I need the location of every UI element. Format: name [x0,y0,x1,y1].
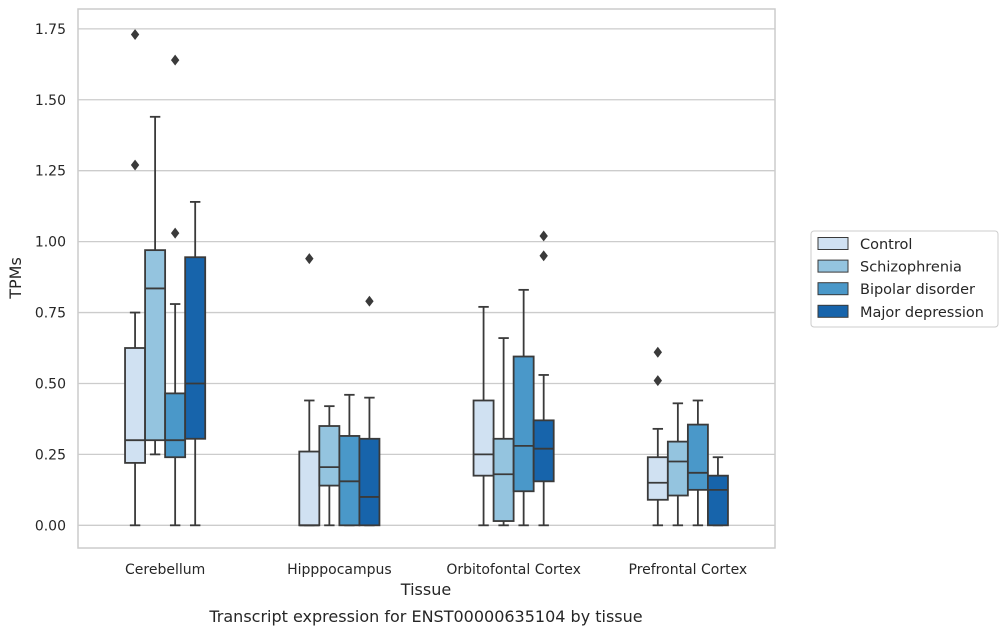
outlier-point [539,250,548,262]
outlier-point [365,295,374,307]
outlier-point [130,29,140,40]
outlier-point [170,54,180,66]
box-group [298,253,381,527]
y-tick-label: 1.75 [35,22,66,38]
box [707,474,729,527]
outlier-point [653,346,663,358]
outlier-point [539,230,548,242]
legend: Control Schizophrenia Bipolar disorder Majo… [810,230,999,328]
box [472,399,495,477]
box [164,392,187,459]
box [686,423,709,491]
x-tick-label: Cerebellum [125,562,205,578]
box-group [472,230,555,527]
outlier-point [305,253,314,265]
box-groups [124,29,729,527]
legend-swatch [817,259,849,273]
x-tick-labels: Cerebellum Hipppocampus Orbitofontal Corte… [125,562,747,578]
box [298,450,321,527]
legend-label: Control [860,237,912,253]
legend-label: Major depression [860,305,984,321]
box [124,347,146,464]
y-tick-label: 1.00 [35,235,66,251]
outlier-point [170,227,180,239]
box [666,440,689,497]
box [532,419,555,483]
box [358,437,381,527]
box [646,456,669,501]
legend-label: Schizophrenia [860,260,962,276]
y-tick-label: 1.50 [35,93,66,109]
legend-swatch [817,304,849,318]
x-tick-label: Hipppocampus [287,562,392,578]
chart-title: Transcript expression for ENST0000063510… [208,607,642,626]
legend-frame [810,230,999,328]
box [492,437,515,522]
x-tick-label: Prefrontal Cortex [629,562,748,578]
plot-frame [77,8,776,549]
box [512,355,535,493]
x-tick-label: Orbitofontal Cortex [446,562,581,578]
y-tick-label: 1.25 [35,164,66,180]
y-tick-label: 0.00 [35,518,66,534]
y-tick-label: 0.50 [35,376,66,392]
y-tick-label: 0.75 [35,306,66,322]
box [318,425,341,487]
legend-swatch [817,282,849,296]
legend-label: Bipolar disorder [860,282,975,298]
box-group [124,29,207,527]
y-tick-label: 0.25 [35,447,66,463]
outlier-point [130,159,140,171]
x-axis-label: Tissue [400,580,451,599]
box [184,256,207,440]
legend-swatch [817,237,849,250]
box [144,249,167,442]
y-tick-labels: 0.00 0.25 0.50 0.75 1.00 1.25 1.50 1.75 [35,22,66,534]
outlier-point [653,375,663,387]
y-axis-label: TPMs [6,257,25,300]
box-group [646,346,729,527]
